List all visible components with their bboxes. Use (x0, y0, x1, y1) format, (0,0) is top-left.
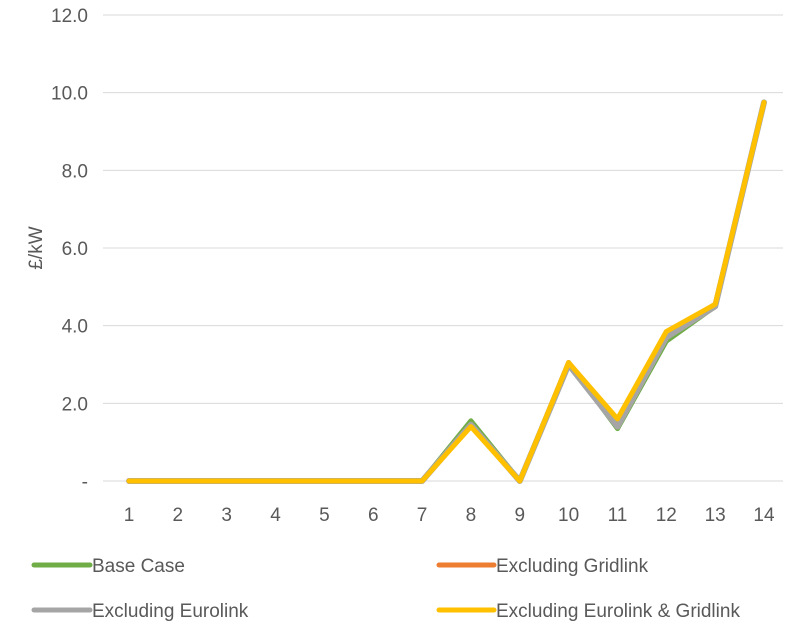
series-lines (129, 102, 764, 481)
legend-item: Excluding Eurolink & Gridlink (439, 601, 740, 622)
y-axis-ticks: - 2.0 4.0 6.0 8.0 10.0 12.0 (51, 6, 88, 493)
y-tick-label: 4.0 (62, 317, 88, 338)
legend-label: Excluding Eurolink & Gridlink (496, 601, 740, 622)
legend-label: Excluding Eurolink (92, 601, 249, 622)
series-line (129, 102, 764, 481)
x-tick-label: 4 (270, 505, 281, 526)
x-tick-label: 9 (514, 505, 525, 526)
x-tick-label: 11 (608, 505, 628, 526)
legend: Base Case Excluding Gridlink Excluding Eur… (34, 556, 740, 622)
y-tick-label: 8.0 (62, 161, 88, 182)
series-line (129, 102, 764, 481)
legend-item: Base Case (34, 556, 185, 577)
y-tick-label: 2.0 (62, 394, 88, 415)
y-tick-label: - (82, 472, 88, 493)
legend-label: Excluding Gridlink (496, 556, 649, 577)
gridlines (103, 15, 783, 481)
y-tick-label: 10.0 (51, 84, 88, 105)
legend-label: Base Case (92, 556, 185, 577)
y-axis-title: £/kW (26, 226, 47, 269)
x-tick-label: 2 (173, 505, 184, 526)
x-tick-label: 7 (417, 505, 428, 526)
legend-item: Excluding Gridlink (439, 556, 649, 577)
y-tick-label: 12.0 (51, 6, 88, 27)
legend-item: Excluding Eurolink (34, 601, 249, 622)
x-tick-label: 6 (368, 505, 379, 526)
x-tick-label: 8 (466, 505, 477, 526)
x-tick-label: 10 (558, 505, 579, 526)
x-tick-label: 1 (124, 505, 135, 526)
series-line (129, 102, 764, 481)
x-tick-label: 12 (656, 505, 677, 526)
y-tick-label: 6.0 (62, 239, 88, 260)
x-tick-label: 14 (753, 505, 775, 526)
x-tick-label: 13 (705, 505, 726, 526)
x-tick-label: 3 (221, 505, 232, 526)
x-tick-label: 5 (319, 505, 330, 526)
series-line (129, 102, 764, 481)
